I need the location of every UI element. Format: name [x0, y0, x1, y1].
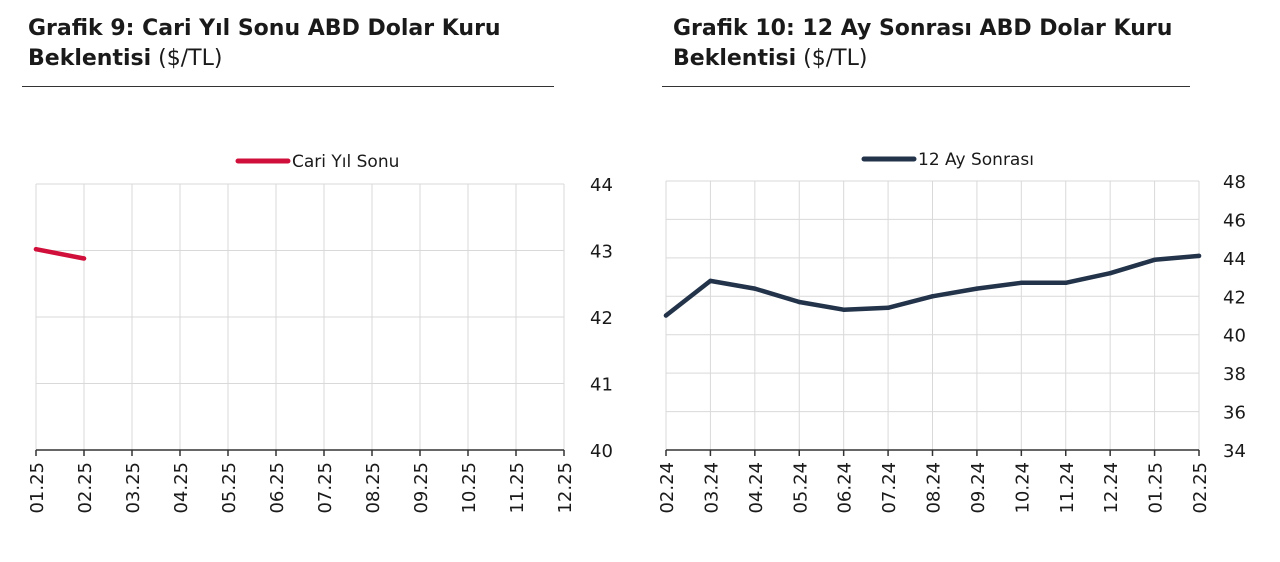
x-tick-label: 01.25 — [1146, 462, 1167, 514]
y-tick-label: 40 — [590, 441, 613, 462]
y-tick-label: 46 — [1223, 210, 1246, 231]
chart-canvas-right: 02.24 03.24 04.24 05.24 06.24 07.24 08.24 09.24… — [657, 150, 1246, 514]
chart-title: Grafik 9: Cari Yıl Sonu ABD Dolar Kuru B… — [28, 14, 501, 74]
x-tick-label: 03.24 — [701, 462, 722, 514]
title-line-1: Grafik 9: Cari Yıl Sonu ABD Dolar Kuru — [28, 16, 501, 41]
data-point — [885, 305, 891, 311]
title-unit: ($/TL) — [158, 46, 223, 71]
title-line-2: Beklentisi — [673, 46, 797, 71]
x-tick-label: 11.24 — [1057, 462, 1078, 514]
x-tick-label: 07.25 — [315, 462, 336, 514]
x-tick-label: 11.25 — [507, 462, 528, 514]
x-tick-label: 09.24 — [968, 462, 989, 514]
data-point — [1063, 280, 1068, 286]
y-tick-label: 44 — [1223, 249, 1246, 270]
y-tick-label: 48 — [1223, 172, 1246, 193]
title-rule — [662, 86, 1190, 87]
x-tick-label: 02.25 — [1190, 462, 1211, 514]
data-point — [974, 286, 980, 291]
x-tick-label: 06.25 — [267, 462, 288, 514]
title-rule — [22, 86, 554, 87]
legend-label: Cari Yıl Sonu — [292, 152, 399, 172]
title-unit: ($/TL) — [803, 46, 868, 71]
x-tick-label: 08.24 — [924, 462, 945, 514]
x-tick-label: 12.24 — [1101, 462, 1122, 514]
x-tick-label: 04.25 — [171, 462, 192, 514]
x-tick-label: 12.25 — [555, 462, 576, 514]
x-tick-label: 09.25 — [411, 462, 432, 514]
data-point — [1019, 280, 1024, 286]
data-point — [1196, 253, 1202, 259]
x-tick-label: 05.25 — [219, 462, 240, 514]
chart-panel-left: Grafik 9: Cari Yıl Sonu ABD Dolar Kuru B… — [22, 14, 613, 514]
x-tick-label: 06.24 — [835, 462, 856, 514]
y-tick-label: 36 — [1223, 403, 1246, 424]
title-line-2: Beklentisi — [28, 46, 152, 71]
y-tick-label: 44 — [590, 175, 613, 196]
series-line — [33, 246, 87, 261]
x-tick-label: 05.24 — [790, 462, 811, 514]
chart-canvas-left: 01.25 02.25 03.25 04.25 05.25 06.25 07.25 08.25… — [27, 152, 613, 514]
y-tick-label: 34 — [1223, 441, 1246, 462]
x-tick-label: 10.25 — [459, 462, 480, 514]
data-point — [33, 246, 39, 252]
x-tick-label: 08.25 — [363, 462, 384, 514]
data-point — [797, 299, 802, 305]
x-tick-label: 02.24 — [657, 462, 678, 514]
x-tick-label: 01.25 — [27, 462, 48, 514]
x-tick-label: 10.24 — [1012, 462, 1033, 514]
data-point — [1152, 257, 1157, 262]
y-tick-label: 40 — [1223, 326, 1246, 347]
x-tick-label: 07.24 — [879, 462, 900, 514]
y-tick-label: 43 — [590, 242, 613, 263]
y-tick-label: 41 — [590, 375, 613, 396]
data-point — [841, 307, 846, 312]
chart-title: Grafik 10: 12 Ay Sonrası ABD Dolar Kuru … — [673, 14, 1172, 74]
data-point — [663, 313, 669, 318]
data-point — [1107, 271, 1113, 276]
data-point — [81, 256, 87, 261]
x-tick-label: 04.24 — [746, 462, 767, 514]
data-point — [930, 294, 935, 299]
chart-panel-right: Grafik 10: 12 Ay Sonrası ABD Dolar Kuru … — [640, 0, 1280, 562]
x-tick-label: 03.25 — [123, 462, 144, 514]
x-tick-label: 02.25 — [75, 462, 96, 514]
y-tick-label: 42 — [1223, 287, 1246, 308]
data-point — [752, 286, 758, 291]
title-line-1: Grafik 10: 12 Ay Sonrası ABD Dolar Kuru — [673, 16, 1173, 41]
data-point — [708, 278, 713, 284]
y-tick-label: 38 — [1223, 364, 1246, 385]
legend-label: 12 Ay Sonrası — [918, 150, 1034, 170]
y-tick-label: 42 — [590, 308, 613, 329]
